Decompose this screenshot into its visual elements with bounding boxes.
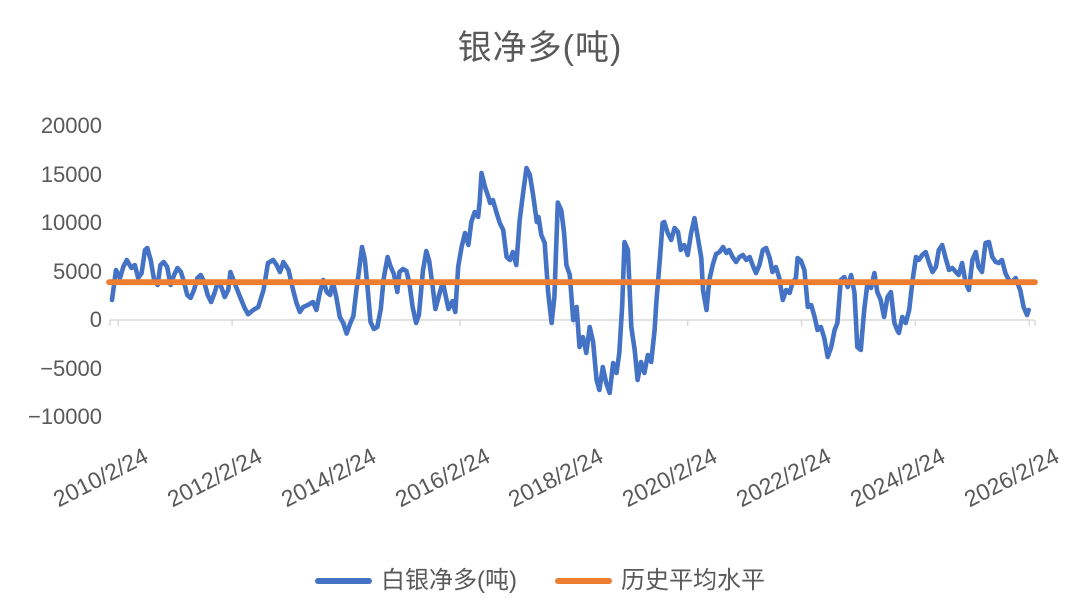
series-line-swatch [315, 578, 372, 584]
y-axis-tick-label: 0 [89, 307, 102, 332]
y-axis-tick-label: 10000 [40, 210, 102, 235]
y-axis-tick-label: 15000 [40, 161, 102, 187]
series-line [109, 165, 1031, 396]
chart-title: 银净多(吨) [457, 29, 623, 67]
average-line-swatch [554, 578, 612, 584]
legend-item-silver-net-long: 白银净多(吨) [315, 566, 517, 596]
legend-item-historical-average: 历史平均水平 [554, 566, 765, 596]
y-axis-tick-label: −10000 [27, 404, 102, 429]
y-axis-tick-label: 5000 [53, 258, 102, 284]
legend-label-historical-average: 历史平均水平 [620, 567, 765, 594]
y-axis-tick-label: 20000 [40, 113, 102, 138]
y-axis-tick-label: −5000 [40, 355, 102, 381]
legend-label-silver-net-long: 白银净多(吨) [381, 567, 517, 594]
legend: 白银净多(吨) 历史平均水平 [0, 566, 1080, 596]
